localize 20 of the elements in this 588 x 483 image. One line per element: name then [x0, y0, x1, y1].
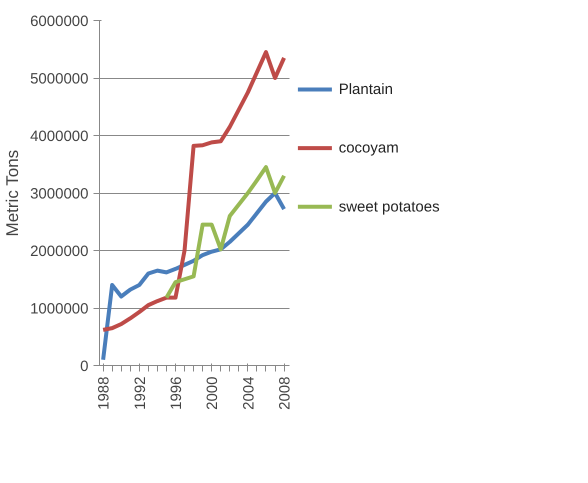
x-tick-label: 1992	[132, 376, 149, 410]
y-tick-label: 3000000	[30, 186, 89, 202]
line-series	[101, 191, 286, 362]
legend-label: sweet potatoes	[338, 198, 440, 216]
x-tick-label: 1988	[96, 376, 113, 410]
legend-label: Plantain	[338, 81, 393, 98]
legend-label: cocoyam	[338, 140, 399, 157]
line-series	[101, 50, 286, 332]
y-tick-label: 6000000	[30, 13, 89, 30]
x-tick-label: 2004	[240, 376, 258, 410]
x-tick-label: 2000	[204, 376, 222, 410]
y-axis-title: Metric Tons	[3, 150, 22, 236]
y-tick-label: 5000000	[30, 70, 89, 88]
x-tick-label: 1996	[168, 376, 185, 410]
x-tick-label: 2008	[276, 376, 294, 410]
y-tick-label: 4000000	[30, 128, 89, 145]
y-tick-label: 2000000	[30, 243, 89, 260]
y-tick-label: 1000000	[30, 300, 89, 318]
y-tick-label: 0	[80, 358, 88, 375]
line-series	[164, 165, 286, 300]
